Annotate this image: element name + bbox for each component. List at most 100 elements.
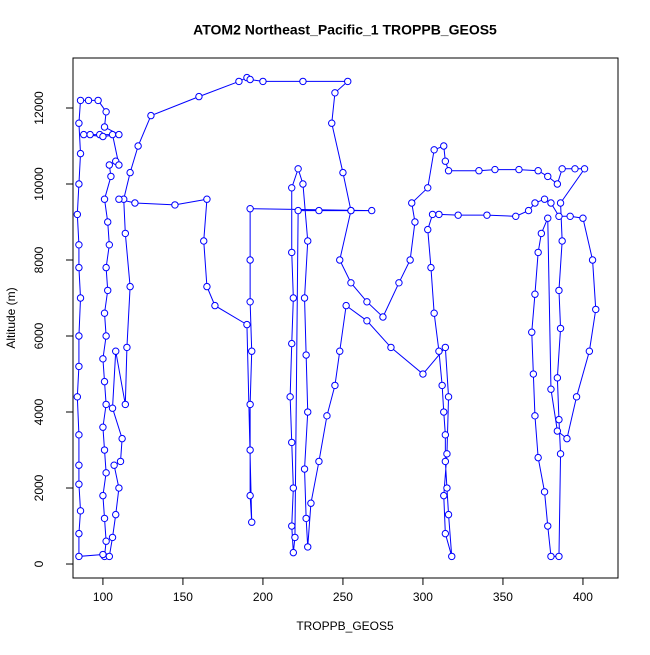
data-point bbox=[118, 434, 126, 443]
data-point bbox=[347, 206, 355, 215]
data-point bbox=[579, 214, 587, 222]
y-tick-label: 10000 bbox=[32, 167, 46, 201]
data-point bbox=[563, 434, 571, 443]
data-point bbox=[100, 123, 109, 131]
data-point bbox=[529, 370, 538, 378]
data-point bbox=[100, 377, 109, 386]
data-point bbox=[448, 552, 456, 561]
data-point bbox=[300, 465, 309, 473]
data-point bbox=[108, 404, 117, 412]
data-point bbox=[441, 431, 450, 439]
data-point bbox=[553, 374, 562, 382]
data-point bbox=[336, 256, 344, 264]
y-tick-label: 6000 bbox=[32, 322, 46, 349]
data-point bbox=[147, 111, 155, 120]
data-point bbox=[76, 96, 85, 105]
data-point bbox=[126, 168, 134, 177]
data-point bbox=[110, 461, 118, 469]
data-point bbox=[558, 237, 566, 245]
data-point bbox=[406, 256, 414, 264]
data-point bbox=[246, 491, 254, 500]
data-point bbox=[534, 453, 542, 462]
y-axis-label: Altitude (m) bbox=[4, 287, 18, 348]
data-point bbox=[315, 457, 323, 466]
data-point bbox=[304, 543, 312, 551]
data-point bbox=[553, 180, 562, 188]
data-point bbox=[307, 499, 315, 507]
data-point bbox=[408, 199, 416, 207]
y-tick-label: 2000 bbox=[32, 474, 46, 501]
data-point bbox=[76, 294, 85, 302]
data-point bbox=[134, 142, 142, 150]
data-point bbox=[107, 172, 115, 181]
data-point bbox=[424, 225, 432, 234]
data-point bbox=[75, 529, 83, 538]
data-point bbox=[116, 457, 125, 466]
data-point bbox=[75, 180, 83, 188]
data-point bbox=[379, 313, 387, 321]
data-point bbox=[75, 241, 83, 249]
data-point bbox=[347, 279, 355, 287]
x-tick-label: 250 bbox=[333, 590, 353, 604]
data-point bbox=[323, 412, 331, 420]
data-point bbox=[94, 96, 102, 105]
y-tick-label: 8000 bbox=[32, 246, 46, 273]
data-point bbox=[75, 362, 83, 371]
data-point bbox=[289, 484, 298, 492]
data-point bbox=[441, 529, 450, 538]
data-point bbox=[441, 343, 450, 352]
data-point bbox=[102, 263, 110, 272]
y-tick-label: 4000 bbox=[32, 398, 46, 425]
data-point bbox=[427, 263, 435, 272]
data-point bbox=[419, 370, 427, 378]
data-point bbox=[100, 514, 109, 523]
data-point bbox=[294, 165, 302, 173]
x-tick-label: 150 bbox=[173, 590, 193, 604]
data-point bbox=[531, 290, 539, 298]
data-point bbox=[100, 195, 109, 203]
data-point bbox=[555, 286, 563, 295]
data-point bbox=[75, 552, 83, 561]
data-point bbox=[99, 491, 107, 500]
data-point bbox=[344, 77, 352, 86]
data-point bbox=[555, 415, 563, 424]
data-point bbox=[534, 167, 542, 175]
data-point bbox=[440, 491, 448, 500]
data-point bbox=[537, 229, 546, 238]
data-point bbox=[126, 282, 134, 291]
data-point bbox=[547, 552, 555, 561]
data-point bbox=[115, 195, 123, 203]
data-point bbox=[331, 89, 339, 97]
data-point bbox=[73, 210, 82, 219]
data-point bbox=[76, 149, 85, 158]
data-point bbox=[99, 423, 107, 431]
data-point bbox=[342, 301, 350, 310]
data-point bbox=[246, 205, 254, 213]
data-point bbox=[368, 206, 376, 215]
data-point bbox=[556, 199, 565, 207]
data-point bbox=[441, 157, 450, 165]
data-point bbox=[102, 332, 110, 340]
data-point bbox=[288, 339, 296, 348]
data-point bbox=[289, 548, 298, 557]
data-point bbox=[246, 400, 254, 409]
data-point bbox=[123, 343, 131, 352]
data-point bbox=[75, 461, 83, 469]
data-point bbox=[555, 552, 563, 561]
data-point bbox=[200, 237, 208, 245]
data-point bbox=[104, 218, 112, 226]
data-point bbox=[444, 167, 453, 175]
data-point bbox=[558, 165, 566, 173]
y-tick-label: 0 bbox=[32, 560, 46, 567]
data-point bbox=[556, 324, 565, 333]
data-point bbox=[304, 408, 312, 416]
data-point bbox=[443, 450, 451, 458]
x-tick-label: 300 bbox=[413, 590, 433, 604]
data-point bbox=[105, 161, 114, 169]
data-point bbox=[428, 210, 437, 219]
data-point bbox=[102, 108, 110, 116]
data-point bbox=[300, 294, 309, 302]
data-point bbox=[259, 77, 267, 86]
data-point bbox=[211, 301, 219, 310]
